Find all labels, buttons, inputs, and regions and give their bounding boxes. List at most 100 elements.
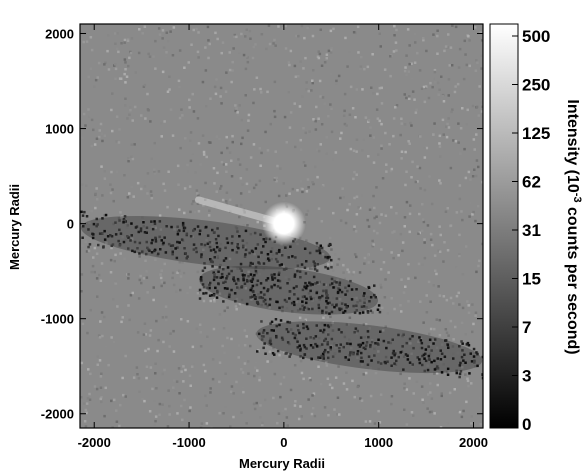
dark-band-pixel (319, 356, 322, 359)
dark-band-pixel (243, 255, 247, 258)
noise-pixel (377, 153, 380, 156)
noise-pixel (148, 55, 152, 58)
noise-pixel (438, 250, 442, 253)
noise-pixel (469, 201, 472, 205)
dark-band-pixel (464, 361, 467, 364)
dark-band-pixel (315, 324, 318, 327)
noise-pixel (378, 86, 382, 90)
dark-band-pixel (249, 261, 253, 265)
dark-band-pixel (268, 303, 271, 307)
dark-band-pixel (285, 352, 288, 355)
noise-pixel (254, 267, 257, 271)
noise-pixel (202, 299, 206, 303)
noise-pixel (457, 122, 460, 125)
dark-band-pixel (268, 340, 272, 343)
dark-band-pixel (293, 336, 297, 340)
dark-band-pixel (226, 274, 229, 278)
dark-band-pixel (345, 306, 348, 309)
noise-pixel (420, 87, 424, 90)
noise-pixel (235, 308, 238, 311)
dark-band-pixel (217, 234, 220, 238)
noise-pixel (403, 216, 407, 219)
dark-band-pixel (423, 369, 426, 373)
noise-pixel (340, 131, 343, 135)
noise-pixel (240, 411, 243, 414)
dark-band-pixel (182, 229, 186, 233)
dark-band-pixel (165, 225, 168, 228)
dark-band-pixel (244, 253, 247, 256)
dark-band-pixel (97, 243, 100, 247)
dark-band-pixel (321, 309, 324, 313)
noise-pixel (84, 184, 88, 187)
noise-pixel (355, 255, 358, 259)
noise-pixel (189, 139, 192, 142)
dark-band-pixel (127, 247, 130, 250)
noise-pixel (86, 331, 89, 335)
noise-pixel (88, 115, 91, 118)
image-bright-source (195, 196, 306, 246)
dark-band-pixel (213, 273, 216, 276)
colorbar-gradient (489, 23, 519, 429)
x-axis: -2000 -1000 0 1000 2000 (78, 24, 488, 450)
dark-band-pixel (309, 336, 312, 339)
noise-pixel (405, 200, 409, 204)
dark-band-pixel (366, 330, 370, 333)
dark-band-pixel (327, 333, 330, 336)
noise-pixel (199, 331, 202, 334)
dark-band-pixel (470, 360, 474, 363)
dark-band-pixel (309, 344, 313, 347)
dark-band-pixel (192, 248, 196, 251)
dark-band-pixel (302, 322, 305, 326)
noise-pixel (298, 316, 302, 320)
noise-pixel (288, 63, 291, 67)
noise-pixel (296, 327, 300, 330)
noise-pixel (283, 350, 286, 354)
dark-band-pixel (283, 268, 286, 271)
dark-band-pixel (304, 286, 308, 290)
dark-band-pixel (269, 250, 273, 253)
dark-band-pixel (101, 232, 104, 235)
noise-pixel (353, 196, 356, 200)
dark-band-pixel (408, 337, 412, 341)
noise-pixel (202, 204, 205, 207)
dark-band-pixel (309, 295, 312, 299)
dark-band-pixel (198, 297, 202, 300)
dark-band-pixel (318, 246, 321, 250)
dark-band-pixel (206, 286, 209, 290)
noise-pixel (240, 142, 243, 146)
noise-pixel (240, 32, 243, 36)
dark-band-pixel (170, 225, 173, 229)
dark-band-pixel (462, 359, 465, 362)
noise-pixel (363, 256, 367, 260)
dark-band-pixel (262, 245, 265, 248)
noise-pixel (474, 311, 478, 314)
noise-pixel (259, 87, 262, 91)
noise-pixel (149, 120, 152, 123)
dark-band-pixel (216, 227, 219, 230)
noise-pixel (117, 217, 121, 220)
noise-pixel (457, 66, 461, 69)
noise-pixel (82, 40, 85, 44)
dark-band-pixel (357, 343, 360, 347)
noise-pixel (412, 414, 415, 417)
dark-band-pixel (212, 271, 215, 274)
noise-pixel (253, 407, 257, 411)
dark-band-pixel (236, 286, 239, 289)
noise-pixel (440, 75, 443, 78)
dark-band-pixel (428, 358, 431, 361)
noise-pixel (369, 394, 373, 398)
dark-band-pixel (265, 279, 268, 282)
noise-pixel (405, 423, 409, 426)
noise-pixel (273, 115, 277, 119)
noise-pixel (423, 100, 427, 104)
noise-pixel (141, 397, 144, 401)
dark-band-pixel (215, 241, 218, 245)
noise-pixel (150, 194, 153, 197)
noise-pixel (367, 225, 371, 228)
noise-pixel (83, 420, 87, 423)
noise-pixel (166, 425, 170, 428)
noise-pixel (231, 295, 235, 298)
noise-pixel (334, 352, 337, 355)
noise-pixel (80, 183, 84, 186)
noise-pixel (243, 344, 247, 347)
